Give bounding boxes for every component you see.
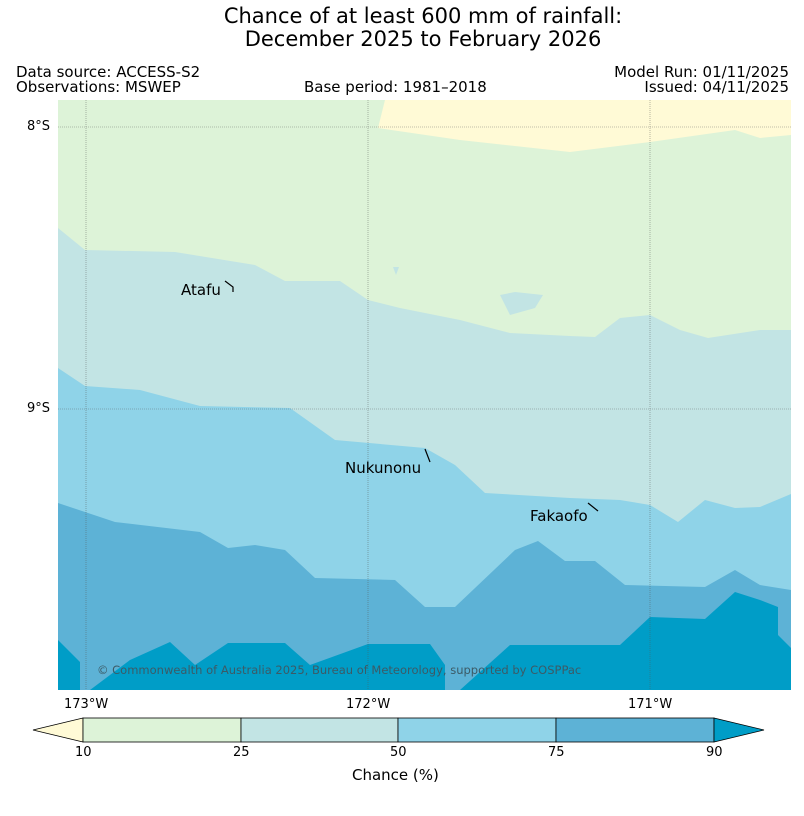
base-period: Base period: 1981–2018 [304, 78, 487, 96]
observations: Observations: MSWEP [16, 78, 181, 96]
place-label-nukunonu: Nukunonu [345, 459, 422, 477]
model-run: Model Run: 01/11/2025 [614, 63, 789, 81]
copyright-notice: © Commonwealth of Australia 2025, Bureau… [97, 663, 582, 677]
legend-label: Chance (%) [352, 766, 439, 784]
title-line-1: Chance of at least 600 mm of rainfall: [223, 4, 623, 28]
region-25-50-speck [393, 267, 399, 275]
lon-tick-172w: 172°W [346, 697, 391, 712]
region-25-50-island [500, 292, 543, 315]
place-label-atafu: Atafu [181, 281, 221, 299]
graticule [58, 100, 791, 690]
legend-tick-90: 90 [706, 745, 723, 760]
colorbar [32, 717, 765, 743]
place-label-fakaofo: Fakaofo [530, 507, 588, 525]
lat-tick-9s: 9°S [27, 401, 51, 416]
legend-tick-75: 75 [548, 745, 565, 760]
lon-tick-171w: 171°W [628, 697, 673, 712]
legend-tick-25: 25 [233, 745, 250, 760]
lat-tick-8s: 8°S [27, 119, 51, 134]
legend-tick-10: 10 [75, 745, 92, 760]
island-markers [224, 280, 599, 512]
title-line-2: December 2025 to February 2026 [244, 27, 602, 51]
issued-date: Issued: 04/11/2025 [644, 78, 789, 96]
lon-tick-173w: 173°W [64, 697, 109, 712]
data-source: Data source: ACCESS-S2 [16, 63, 201, 81]
legend-tick-50: 50 [390, 745, 407, 760]
region-above-90 [58, 592, 791, 690]
